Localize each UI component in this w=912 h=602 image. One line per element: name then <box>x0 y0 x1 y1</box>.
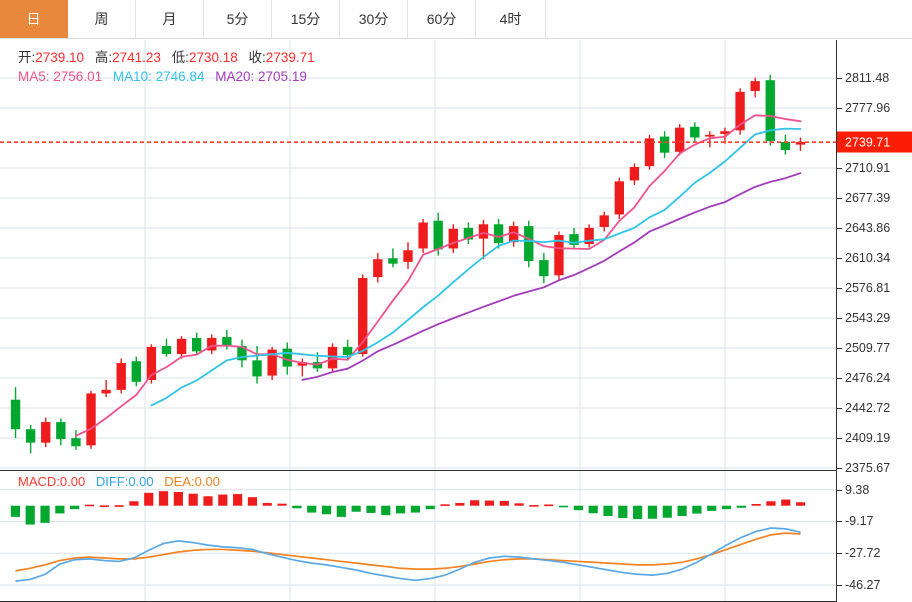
axis-tick <box>837 468 842 469</box>
price-chart-canvas <box>0 40 836 470</box>
tab-bar-filler <box>546 0 912 38</box>
tab-month[interactable]: 月 <box>136 0 204 38</box>
axis-tick <box>837 77 842 79</box>
tab-label: 日 <box>26 11 41 27</box>
tab-day[interactable]: 日 <box>0 0 68 38</box>
tab-30min[interactable]: 30分 <box>340 0 408 38</box>
axis-tick <box>837 378 842 379</box>
macd-chart-pane[interactable] <box>0 470 912 602</box>
tab-week[interactable]: 周 <box>68 0 136 38</box>
right-axis-divider <box>836 40 837 602</box>
axis-tick <box>837 438 842 439</box>
period-tab-bar: 日 周 月 5分 15分 30分 60分 4时 <box>0 0 912 39</box>
tab-label: 60分 <box>426 11 457 27</box>
tab-5min[interactable]: 5分 <box>204 0 272 38</box>
price-chart-pane[interactable] <box>0 40 912 470</box>
axis-tick <box>837 489 842 491</box>
axis-tick <box>837 167 842 169</box>
tab-label: 15分 <box>290 11 321 27</box>
axis-tick <box>837 227 842 229</box>
macd-chart-canvas <box>0 470 836 602</box>
pane-separator <box>0 470 836 471</box>
axis-tick <box>837 585 842 587</box>
axis-tick <box>837 347 842 349</box>
axis-tick <box>837 553 842 555</box>
axis-tick <box>837 521 842 523</box>
axis-tick <box>837 407 842 409</box>
tab-15min[interactable]: 15分 <box>272 0 340 38</box>
current-price-badge: 2739.71 <box>837 131 912 153</box>
axis-tick <box>837 197 842 199</box>
tab-label: 5分 <box>226 11 249 27</box>
axis-tick <box>837 257 842 259</box>
axis-tick <box>837 288 842 289</box>
tab-label: 月 <box>162 11 177 27</box>
tab-60min[interactable]: 60分 <box>408 0 476 38</box>
axis-tick <box>837 317 842 319</box>
tab-label: 30分 <box>358 11 389 27</box>
axis-tick <box>837 107 842 109</box>
tab-label: 4时 <box>499 11 522 27</box>
tab-4hour[interactable]: 4时 <box>476 0 546 38</box>
tab-label: 周 <box>94 11 109 27</box>
